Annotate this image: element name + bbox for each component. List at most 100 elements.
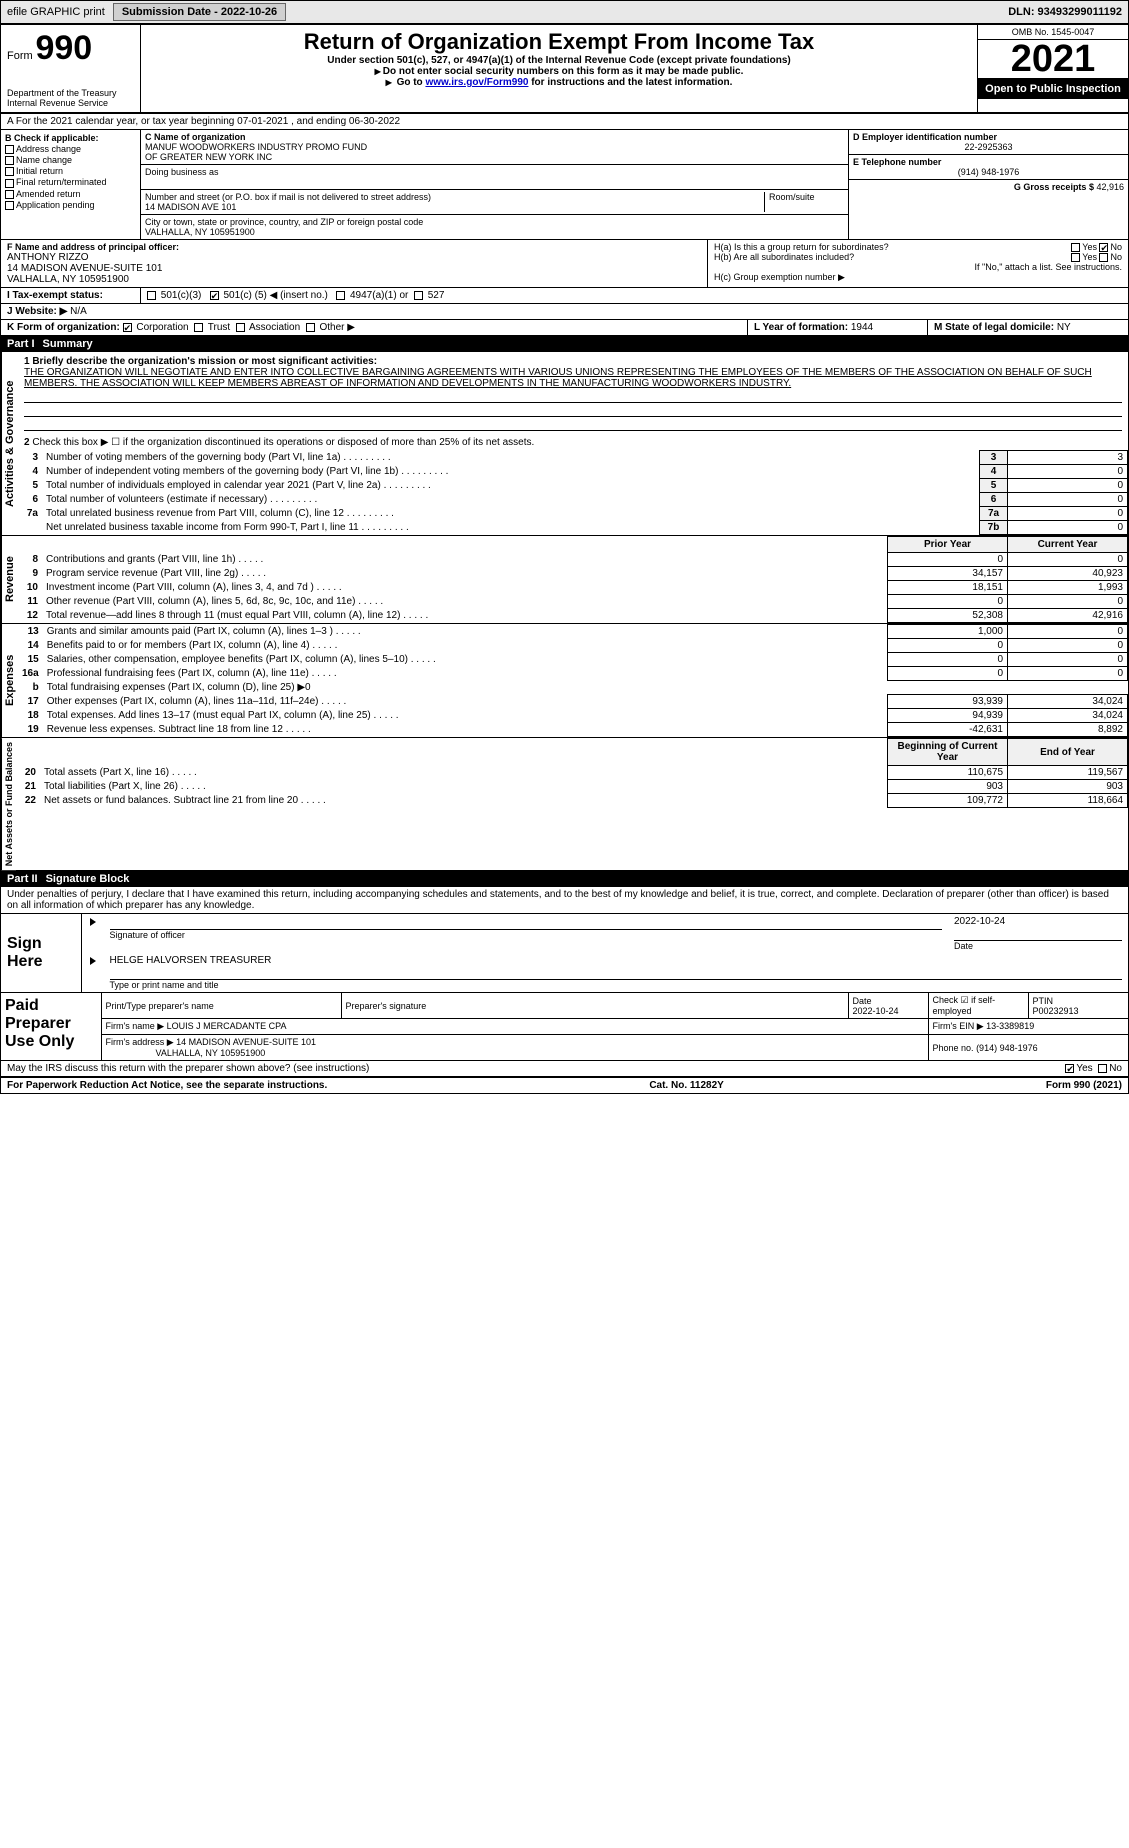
signature-block: Sign Here Signature of officer 2022-10-2… [1,914,1128,992]
box-l-label: L Year of formation: [754,322,848,333]
cb-ha-no[interactable] [1099,243,1108,252]
cb-final-return[interactable] [5,179,14,188]
table-row: 12Total revenue—add lines 8 through 11 (… [18,609,1128,623]
cb-name-change[interactable] [5,156,14,165]
table-row: 7aTotal unrelated business revenue from … [18,507,1128,521]
ptin-label: PTIN [1033,996,1054,1006]
col-prior: Prior Year [888,537,1008,553]
cb-527[interactable] [414,291,423,300]
prep-name-label: Print/Type preparer's name [101,993,341,1019]
cb-address-change[interactable] [5,145,14,154]
lbl-501c3: 501(c)(3) [161,290,202,301]
cb-app-pending[interactable] [5,201,14,210]
cb-initial-return[interactable] [5,167,14,176]
table-row: 17Other expenses (Part IX, column (A), l… [18,695,1128,709]
lbl-address-change: Address change [16,144,81,154]
form-header: Form 990 Department of the Treasury Inte… [1,25,1128,114]
col-boy: Beginning of Current Year [888,739,1008,766]
table-row: 4Number of independent voting members of… [18,465,1128,479]
org-name-1: MANUF WOODWORKERS INDUSTRY PROMO FUND [145,142,844,152]
room-label: Room/suite [769,192,844,202]
cb-discuss-no[interactable] [1098,1064,1107,1073]
sig-officer-label: Signature of officer [110,930,943,940]
lbl-discuss-yes: Yes [1076,1063,1092,1074]
website-value: N/A [70,306,87,317]
goto-post: for instructions and the latest informat… [528,77,732,88]
part-2-title: Signature Block [46,873,130,885]
lbl-yes2: Yes [1082,252,1097,262]
dln-label: DLN: 93493299011192 [1008,6,1122,18]
pra-notice: For Paperwork Reduction Act Notice, see … [7,1080,327,1091]
table-row: 9Program service revenue (Part VIII, lin… [18,567,1128,581]
table-row: 15Salaries, other compensation, employee… [18,653,1128,667]
state-domicile: NY [1057,322,1071,333]
lbl-yes: Yes [1082,242,1097,252]
box-c: C Name of organization MANUF WOODWORKERS… [141,130,848,239]
table-row: 16aProfessional fundraising fees (Part I… [18,667,1128,681]
firm-phone-label: Phone no. [933,1043,974,1053]
self-employed-label: Check ☑ if self-employed [928,993,1028,1019]
table-row: 6Total number of volunteers (estimate if… [18,493,1128,507]
officer-name: ANTHONY RIZZO [7,252,701,263]
irs-link[interactable]: www.irs.gov/Form990 [425,77,528,88]
box-k-label: K Form of organization: [7,322,120,333]
cb-discuss-yes[interactable] [1065,1064,1074,1073]
table-row: 20Total assets (Part X, line 16) . . . .… [16,766,1128,780]
goto-pre: Go to [397,77,426,88]
box-c-label: C Name of organization [145,132,844,142]
table-row: 19Revenue less expenses. Subtract line 1… [18,723,1128,737]
prep-date-value: 2022-10-24 [853,1006,899,1016]
firm-addr1: 14 MADISON AVENUE-SUITE 101 [176,1037,316,1047]
open-to-public: Open to Public Inspection [978,78,1128,99]
lbl-no2: No [1110,252,1122,262]
table-row: bTotal fundraising expenses (Part IX, co… [18,681,1128,695]
cb-4947[interactable] [336,291,345,300]
h-a-label: H(a) Is this a group return for subordin… [714,242,889,252]
may-irs-discuss: May the IRS discuss this return with the… [7,1063,369,1074]
side-governance: Activities & Governance [1,352,18,535]
box-b-checklist: B Check if applicable: Address change Na… [1,130,141,239]
cb-hb-no[interactable] [1099,253,1108,262]
cb-assoc[interactable] [236,323,245,332]
h-note: If "No," attach a list. See instructions… [714,262,1122,272]
firm-phone: (914) 948-1976 [976,1043,1038,1053]
table-row: 13Grants and similar amounts paid (Part … [18,625,1128,639]
box-b-title: B Check if applicable: [5,133,136,143]
netassets-table: Beginning of Current YearEnd of Year 20T… [16,738,1128,808]
form-footer: Form 990 (2021) [1046,1080,1122,1091]
table-row: 21Total liabilities (Part X, line 26) . … [16,780,1128,794]
cb-other[interactable] [306,323,315,332]
page-footer: For Paperwork Reduction Act Notice, see … [1,1077,1128,1093]
cb-trust[interactable] [194,323,203,332]
cb-501c3[interactable] [147,291,156,300]
officer-printed-name: HELGE HALVORSEN TREASURER [110,955,1123,966]
year-formation: 1944 [851,322,873,333]
h-b-label: H(b) Are all subordinates included? [714,252,854,262]
mission-text: THE ORGANIZATION WILL NEGOTIATE AND ENTE… [24,367,1122,389]
cb-corp[interactable] [123,323,132,332]
lbl-assoc: Association [249,322,300,333]
table-row: 11Other revenue (Part VIII, column (A), … [18,595,1128,609]
lbl-initial-return: Initial return [16,166,63,176]
col-eoy: End of Year [1008,739,1128,766]
gross-receipts: 42,916 [1096,182,1124,192]
phone-value: (914) 948-1976 [853,167,1124,177]
table-row: 8Contributions and grants (Part VIII, li… [18,553,1128,567]
form-subtitle-2: Do not enter social security numbers on … [149,66,969,77]
cb-hb-yes[interactable] [1071,253,1080,262]
addr-label: Number and street (or P.O. box if mail i… [145,192,764,202]
lbl-501c-pre: 501(c) ( [223,290,257,301]
box-h: H(a) Is this a group return for subordin… [708,240,1128,287]
submission-date-btn[interactable]: Submission Date - 2022-10-26 [113,3,286,21]
perjury-declaration: Under penalties of perjury, I declare th… [1,887,1128,914]
form-number: 990 [35,29,92,67]
paid-preparer-label: Paid Preparer Use Only [1,993,101,1061]
box-e-label: E Telephone number [853,157,1124,167]
cb-501c[interactable] [210,291,219,300]
box-d-label: D Employer identification number [853,132,1124,142]
part-2-header: Part II Signature Block [1,871,1128,887]
cb-ha-yes[interactable] [1071,243,1080,252]
lbl-4947: 4947(a)(1) or [350,290,408,301]
cb-amended[interactable] [5,190,14,199]
officer-addr1: 14 MADISON AVENUE-SUITE 101 [7,263,701,274]
